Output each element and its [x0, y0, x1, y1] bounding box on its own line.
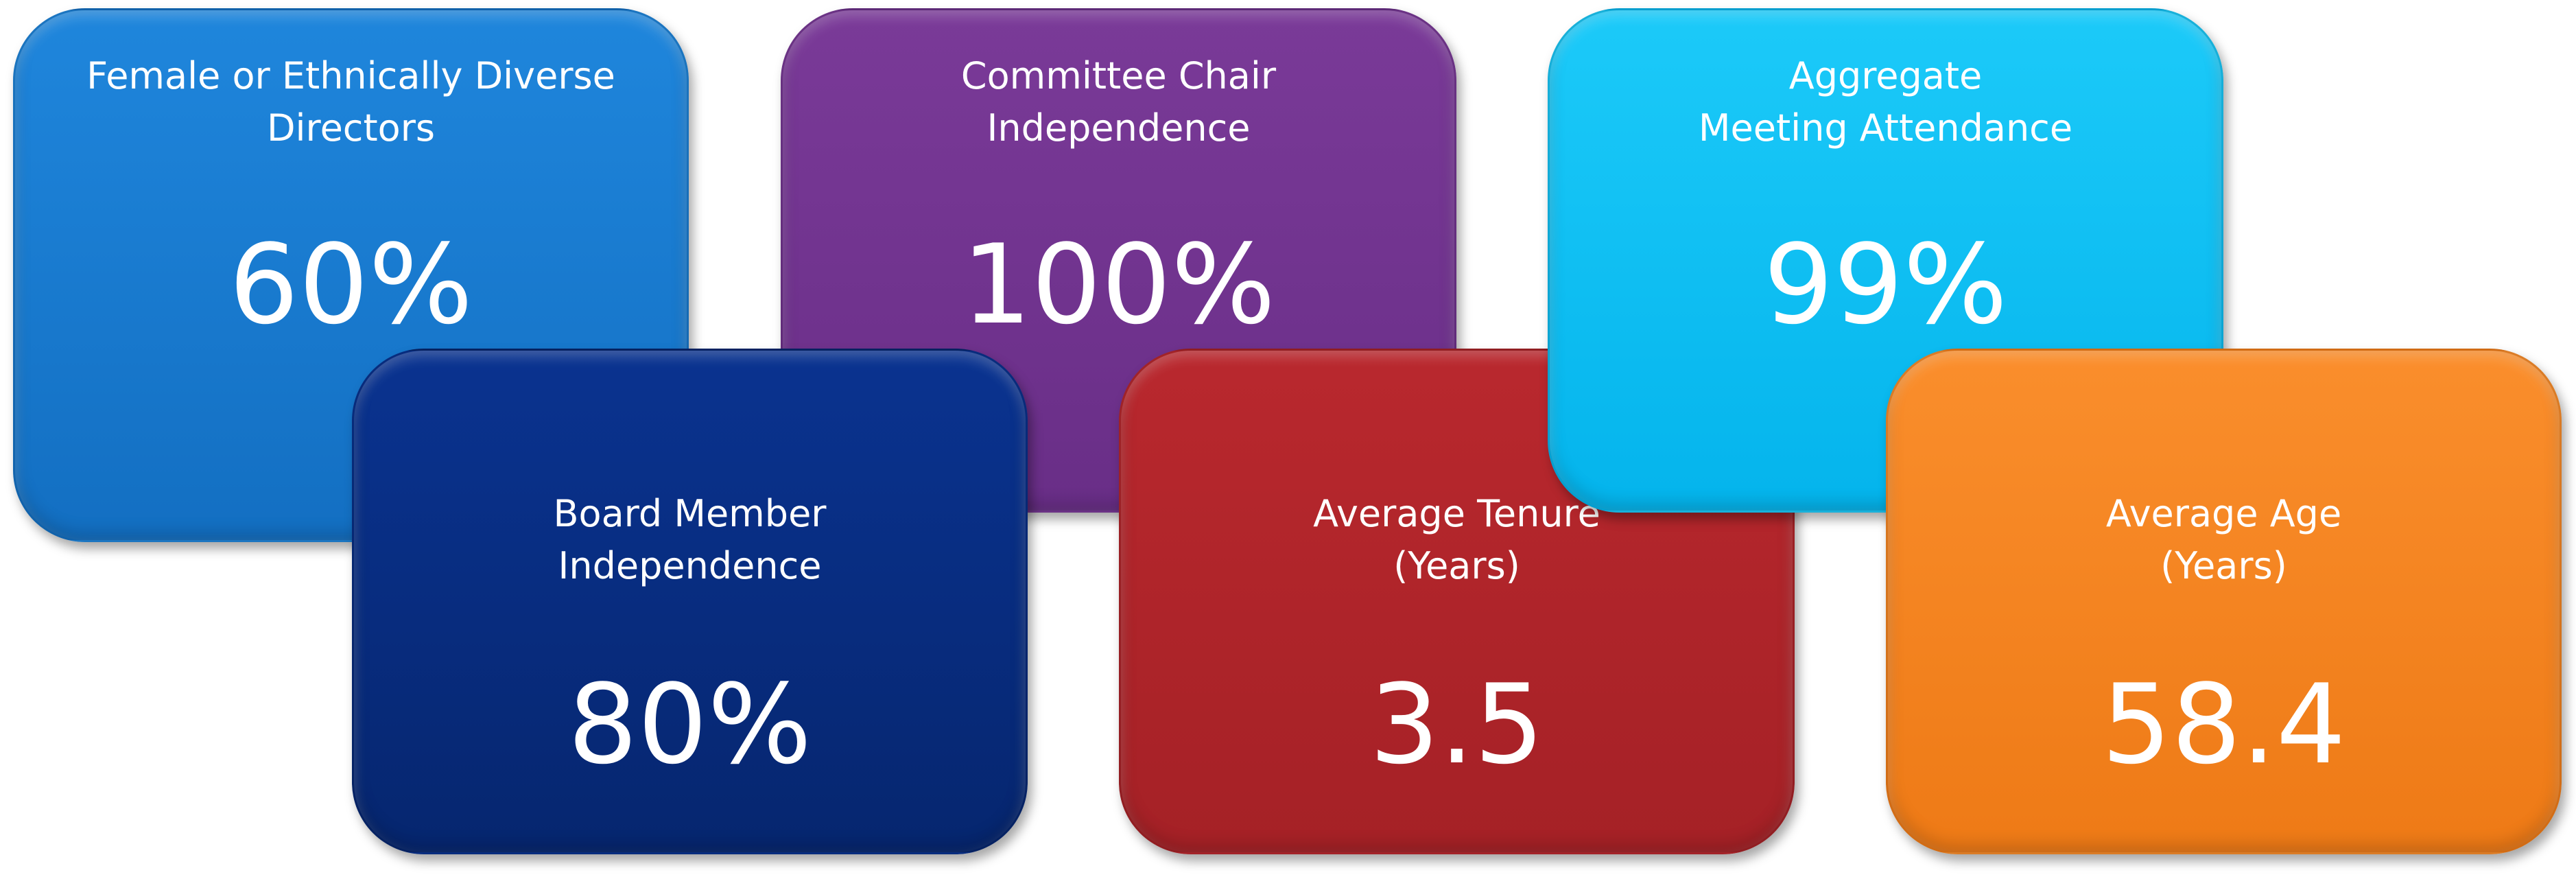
card: Female or Ethnically Diverse Directors 60…: [13, 8, 689, 542]
card-title: Female or Ethnically Diverse Directors: [15, 50, 687, 154]
card: Average Age (Years) 58.4: [1886, 349, 2562, 854]
card-title: Aggregate Meeting Attendance: [1550, 50, 2221, 154]
card-value: 3.5: [1369, 660, 1544, 788]
card: Board Member Independence 80%: [352, 349, 1028, 854]
card-title: Average Age (Years): [1888, 488, 2560, 592]
card-title: Committee Chair Independence: [783, 50, 1454, 154]
title-line: Directors: [266, 106, 436, 150]
title-line: Committee Chair: [960, 54, 1277, 97]
card-value: 80%: [567, 660, 812, 788]
title-line: Average Age: [2105, 492, 2342, 535]
card-value: 60%: [228, 220, 473, 349]
title-line: (Years): [1393, 544, 1520, 587]
title-line: Aggregate: [1788, 54, 1983, 97]
title-line: (Years): [2160, 544, 2287, 587]
card-title: Board Member Independence: [354, 488, 1026, 592]
card-value: 58.4: [2101, 660, 2346, 788]
title-line: Meeting Attendance: [1698, 106, 2073, 150]
card-title: Average Tenure (Years): [1121, 488, 1793, 592]
card-value: 99%: [1763, 220, 2008, 349]
title-line: Independence: [986, 106, 1251, 150]
title-line: Average Tenure: [1313, 492, 1600, 535]
title-line: Independence: [558, 544, 822, 587]
title-line: Female or Ethnically Diverse: [86, 54, 615, 97]
title-line: Board Member: [553, 492, 827, 535]
card-value: 100%: [961, 220, 1276, 349]
